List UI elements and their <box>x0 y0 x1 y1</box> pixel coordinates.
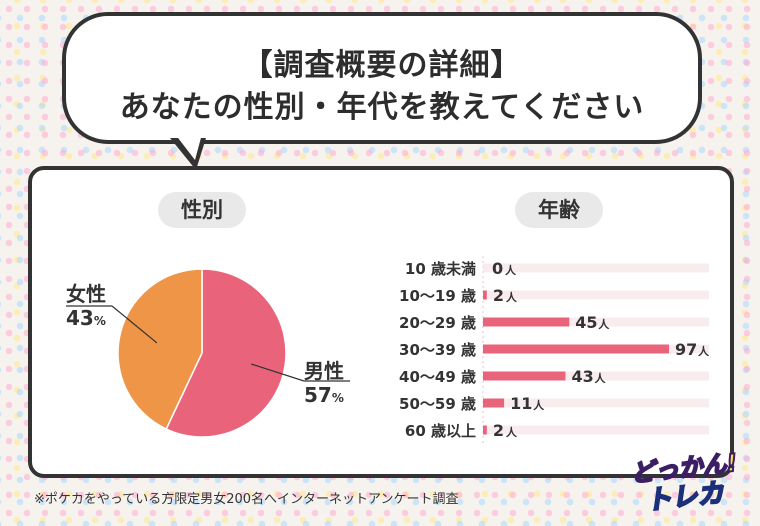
bar <box>483 425 487 435</box>
bar-category-label: 40〜49 歳 <box>399 368 476 386</box>
bar-unit-label: 人 <box>506 290 518 304</box>
bar-unit-label: 人 <box>594 371 606 385</box>
bar-unit-label: 人 <box>698 344 710 358</box>
bar-track <box>483 425 709 435</box>
bar-category-label: 10〜19 歳 <box>399 287 476 305</box>
headline-question: あなたの性別・年代を教えてください <box>119 90 645 125</box>
bar-unit-label: 人 <box>598 317 610 331</box>
bar-category-label: 60 歳以上 <box>405 422 476 440</box>
bar-value-label: 0 <box>492 259 503 278</box>
pie-value-male: 57% <box>304 383 344 407</box>
headline-title: 【調査概要の詳細】 <box>242 48 522 83</box>
brand-logo: どっかん! トレカ <box>620 440 753 526</box>
bar-value-label: 11 <box>510 394 532 413</box>
pie-slice-female <box>117 268 203 431</box>
bar-value-label: 45 <box>575 313 597 332</box>
bar-track <box>483 290 709 300</box>
logo-line2: トレカ <box>643 477 726 517</box>
bar-unit-label: 人 <box>533 398 545 412</box>
bar-value-label: 97 <box>675 340 697 359</box>
bar <box>483 371 566 381</box>
bar <box>483 344 669 354</box>
bar-unit-label: 人 <box>506 425 518 439</box>
bar-category-label: 20〜29 歳 <box>399 314 476 332</box>
pie-label-female: 女性 <box>66 282 106 306</box>
bar-track <box>483 263 709 273</box>
bar-category-label: 10 歳未満 <box>405 260 476 278</box>
bar-track <box>483 317 709 327</box>
speech-bubble-tail-inner <box>175 134 202 160</box>
survey-footnote: ※ポケカをやっている方限定男女200名へインターネットアンケート調査 <box>34 492 459 507</box>
bar-value-label: 2 <box>493 421 504 440</box>
gender-section-title: 性別 <box>158 192 246 228</box>
bar-track <box>483 371 709 381</box>
age-section-title: 年齢 <box>515 192 603 228</box>
bar-value-label: 2 <box>493 286 504 305</box>
pie-value-female: 43% <box>66 306 106 330</box>
bar <box>483 317 570 327</box>
leader-line-male <box>251 363 305 382</box>
bar <box>483 398 505 408</box>
bar-track <box>483 398 709 408</box>
pie-label-male: 男性 <box>304 359 344 383</box>
bar-category-label: 50〜59 歳 <box>399 395 476 413</box>
pie-slice-male <box>165 268 287 438</box>
bar <box>483 290 487 300</box>
bar-unit-label: 人 <box>505 263 517 277</box>
speech-bubble <box>62 12 702 144</box>
bar-value-label: 43 <box>571 367 593 386</box>
leader-line-female <box>111 305 158 344</box>
bar-category-label: 30〜39 歳 <box>399 341 476 359</box>
